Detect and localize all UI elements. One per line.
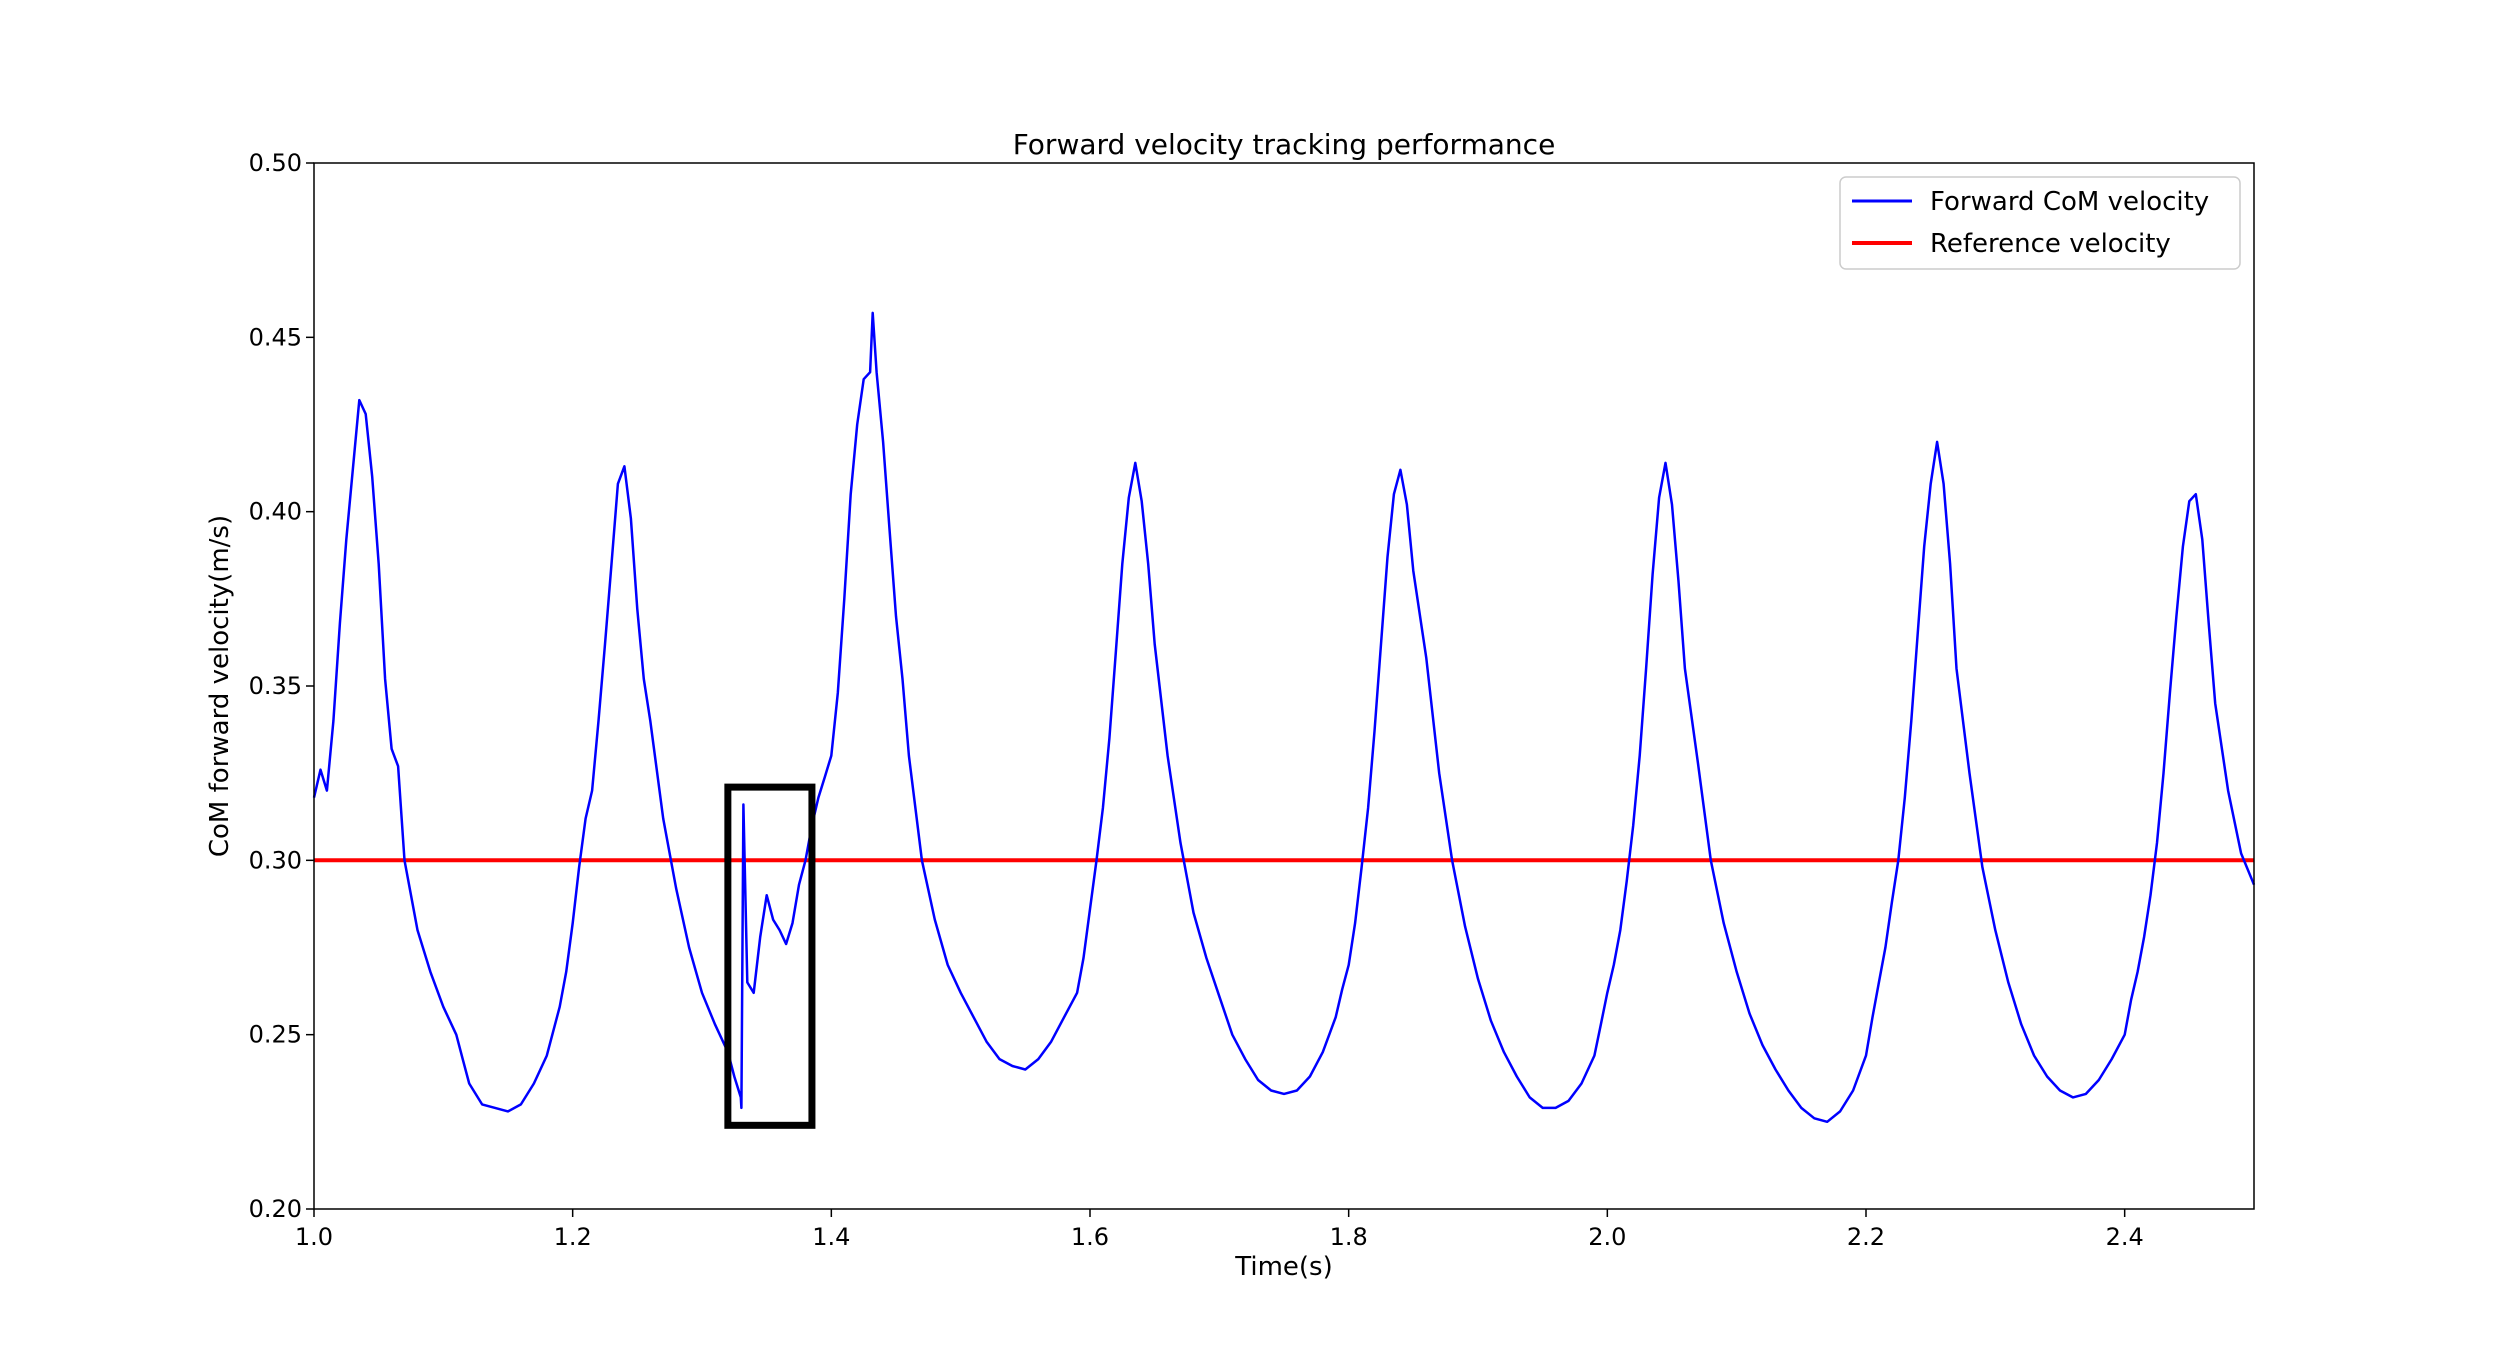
legend: Forward CoM velocity Reference velocity	[1839, 176, 2241, 270]
x-tick-label: 1.6	[1071, 1223, 1109, 1251]
x-tick-label: 1.0	[295, 1223, 333, 1251]
x-axis: 1.0 1.2 1.4 1.6 1.8 2.0 2.2 2.4	[295, 1209, 2144, 1251]
x-tick-label: 1.2	[554, 1223, 592, 1251]
series-line-forward-com-velocity	[312, 311, 2256, 1124]
y-tick-label: 0.45	[249, 323, 302, 351]
x-tick-label: 2.2	[1847, 1223, 1885, 1251]
annotation-layer	[724, 783, 816, 1129]
plot-series	[312, 311, 2256, 1124]
y-tick-label: 0.50	[249, 149, 302, 177]
x-axis-label: Time(s)	[1234, 1252, 1332, 1282]
x-tick-label: 1.4	[812, 1223, 850, 1251]
highlight-box-0	[724, 783, 816, 1129]
x-tick-label: 1.8	[1330, 1223, 1368, 1251]
legend-label-forward-com-velocity: Forward CoM velocity	[1930, 187, 2209, 217]
y-tick-label: 0.35	[249, 672, 302, 700]
y-tick-label: 0.20	[249, 1195, 302, 1223]
x-tick-label: 2.4	[2106, 1223, 2144, 1251]
y-axis: 0.20 0.25 0.30 0.35 0.40 0.45 0.50	[249, 149, 314, 1223]
y-tick-label: 0.25	[249, 1021, 302, 1049]
y-tick-label: 0.30	[249, 846, 302, 874]
x-tick-label: 2.0	[1588, 1223, 1626, 1251]
y-axis-label: CoM forward velocity(m/s)	[205, 515, 235, 857]
y-tick-label: 0.40	[249, 498, 302, 526]
chart-title: Forward velocity tracking performance	[1013, 128, 1556, 161]
legend-box	[1839, 176, 2241, 270]
legend-label-reference-velocity: Reference velocity	[1930, 229, 2171, 259]
